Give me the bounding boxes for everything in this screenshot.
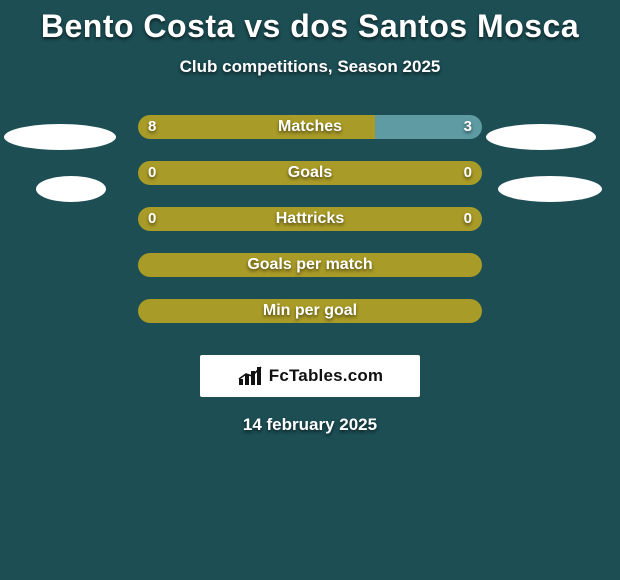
comparison-card: Bento Costa vs dos Santos Mosca Club com…: [0, 0, 620, 580]
stat-value-right: 3: [464, 115, 472, 139]
stat-row: Hattricks00: [0, 207, 620, 253]
stat-row: Min per goal: [0, 299, 620, 345]
date-label: 14 february 2025: [0, 415, 620, 435]
page-title: Bento Costa vs dos Santos Mosca: [0, 0, 620, 45]
bar-left: [138, 207, 482, 231]
bar-left: [138, 299, 482, 323]
logo-text: FcTables.com: [269, 366, 384, 386]
stat-value-right: 0: [464, 207, 472, 231]
bar-track: [138, 299, 482, 323]
bar-track: [138, 253, 482, 277]
stat-value-left: 0: [148, 161, 156, 185]
stat-value-right: 0: [464, 161, 472, 185]
decorative-ellipse: [4, 124, 116, 150]
bar-left: [138, 253, 482, 277]
stat-value-left: 0: [148, 207, 156, 231]
decorative-ellipse: [498, 176, 602, 202]
bar-track: [138, 115, 482, 139]
logo-badge: FcTables.com: [200, 355, 420, 397]
bar-left: [138, 115, 375, 139]
bar-track: [138, 207, 482, 231]
decorative-ellipse: [36, 176, 106, 202]
bar-left: [138, 161, 482, 185]
stat-value-left: 8: [148, 115, 156, 139]
subtitle: Club competitions, Season 2025: [0, 57, 620, 77]
decorative-ellipse: [486, 124, 596, 150]
stat-row: Goals per match: [0, 253, 620, 299]
logo-bars-icon: [237, 365, 265, 387]
bar-track: [138, 161, 482, 185]
